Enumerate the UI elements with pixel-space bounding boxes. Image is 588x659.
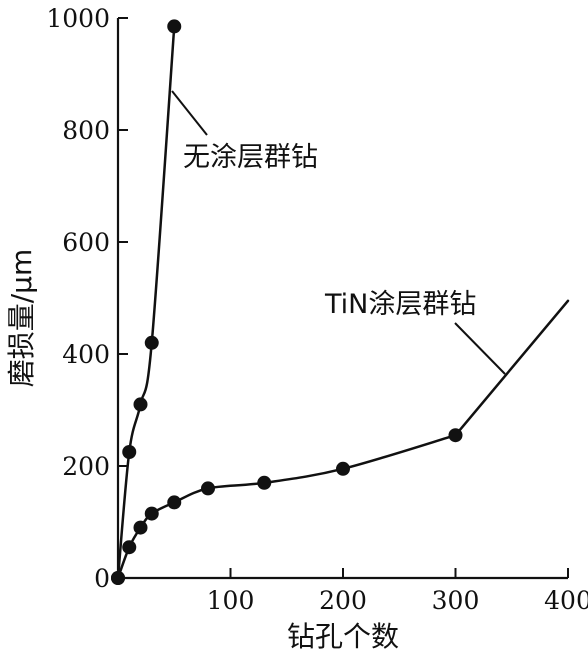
- x-tick-label: 100: [207, 586, 255, 615]
- coated-data-point: [133, 520, 148, 535]
- uncoated-data-point: [133, 397, 148, 412]
- x-tick-label: 300: [432, 586, 480, 615]
- y-tick-label: 0: [94, 564, 110, 593]
- tick-layer: 100 200 300 400 0 200 400 600 800 1000: [46, 4, 588, 615]
- y-tick-label: 600: [62, 228, 110, 257]
- uncoated-data-point: [144, 335, 159, 350]
- annotation-layer: 无涂层群钻 TiN涂层群钻: [171, 90, 506, 375]
- coated-extended-line: [454, 299, 570, 437]
- y-tick-label: 200: [62, 452, 110, 481]
- y-axis-title: 磨损量/μm: [5, 249, 38, 388]
- x-tick-label: 400: [544, 586, 588, 615]
- title-layer: 钻孔个数 磨损量/μm: [5, 249, 399, 653]
- coated-data-point: [122, 540, 137, 555]
- x-axis-title: 钻孔个数: [287, 620, 399, 653]
- uncoated-data-point: [167, 19, 182, 34]
- coated-series-line: [116, 433, 457, 580]
- coated-data-point: [336, 461, 350, 476]
- x-tick-label: 200: [319, 586, 367, 615]
- coated-series-label: TiN涂层群钻: [324, 289, 476, 320]
- y-tick-label: 400: [62, 340, 110, 369]
- uncoated-data-point: [122, 445, 137, 459]
- coated-data-point: [201, 481, 215, 496]
- marker-layer: [111, 19, 463, 585]
- y-tick-label: 800: [62, 116, 110, 145]
- uncoated-series-label: 无涂层群钻: [183, 142, 318, 173]
- uncoated-series-line: [116, 25, 176, 580]
- coated-data-point: [167, 495, 182, 510]
- y-tick-label: 1000: [46, 4, 110, 33]
- coated-data-point: [111, 571, 125, 585]
- coated-leader-line: [454, 322, 506, 375]
- coated-data-point: [448, 428, 463, 443]
- uncoated-leader-line: [171, 90, 208, 136]
- coated-data-point: [144, 506, 159, 521]
- coated-data-point: [257, 475, 272, 490]
